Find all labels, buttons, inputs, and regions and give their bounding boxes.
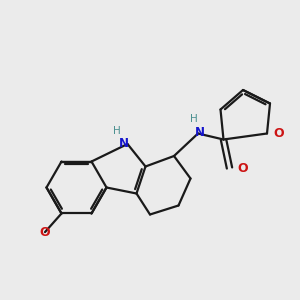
Text: H: H: [113, 126, 121, 136]
Text: N: N: [119, 137, 129, 150]
Text: O: O: [237, 161, 247, 175]
Text: N: N: [194, 126, 205, 140]
Text: O: O: [274, 127, 284, 140]
Text: H: H: [190, 114, 197, 124]
Text: O: O: [40, 226, 50, 238]
